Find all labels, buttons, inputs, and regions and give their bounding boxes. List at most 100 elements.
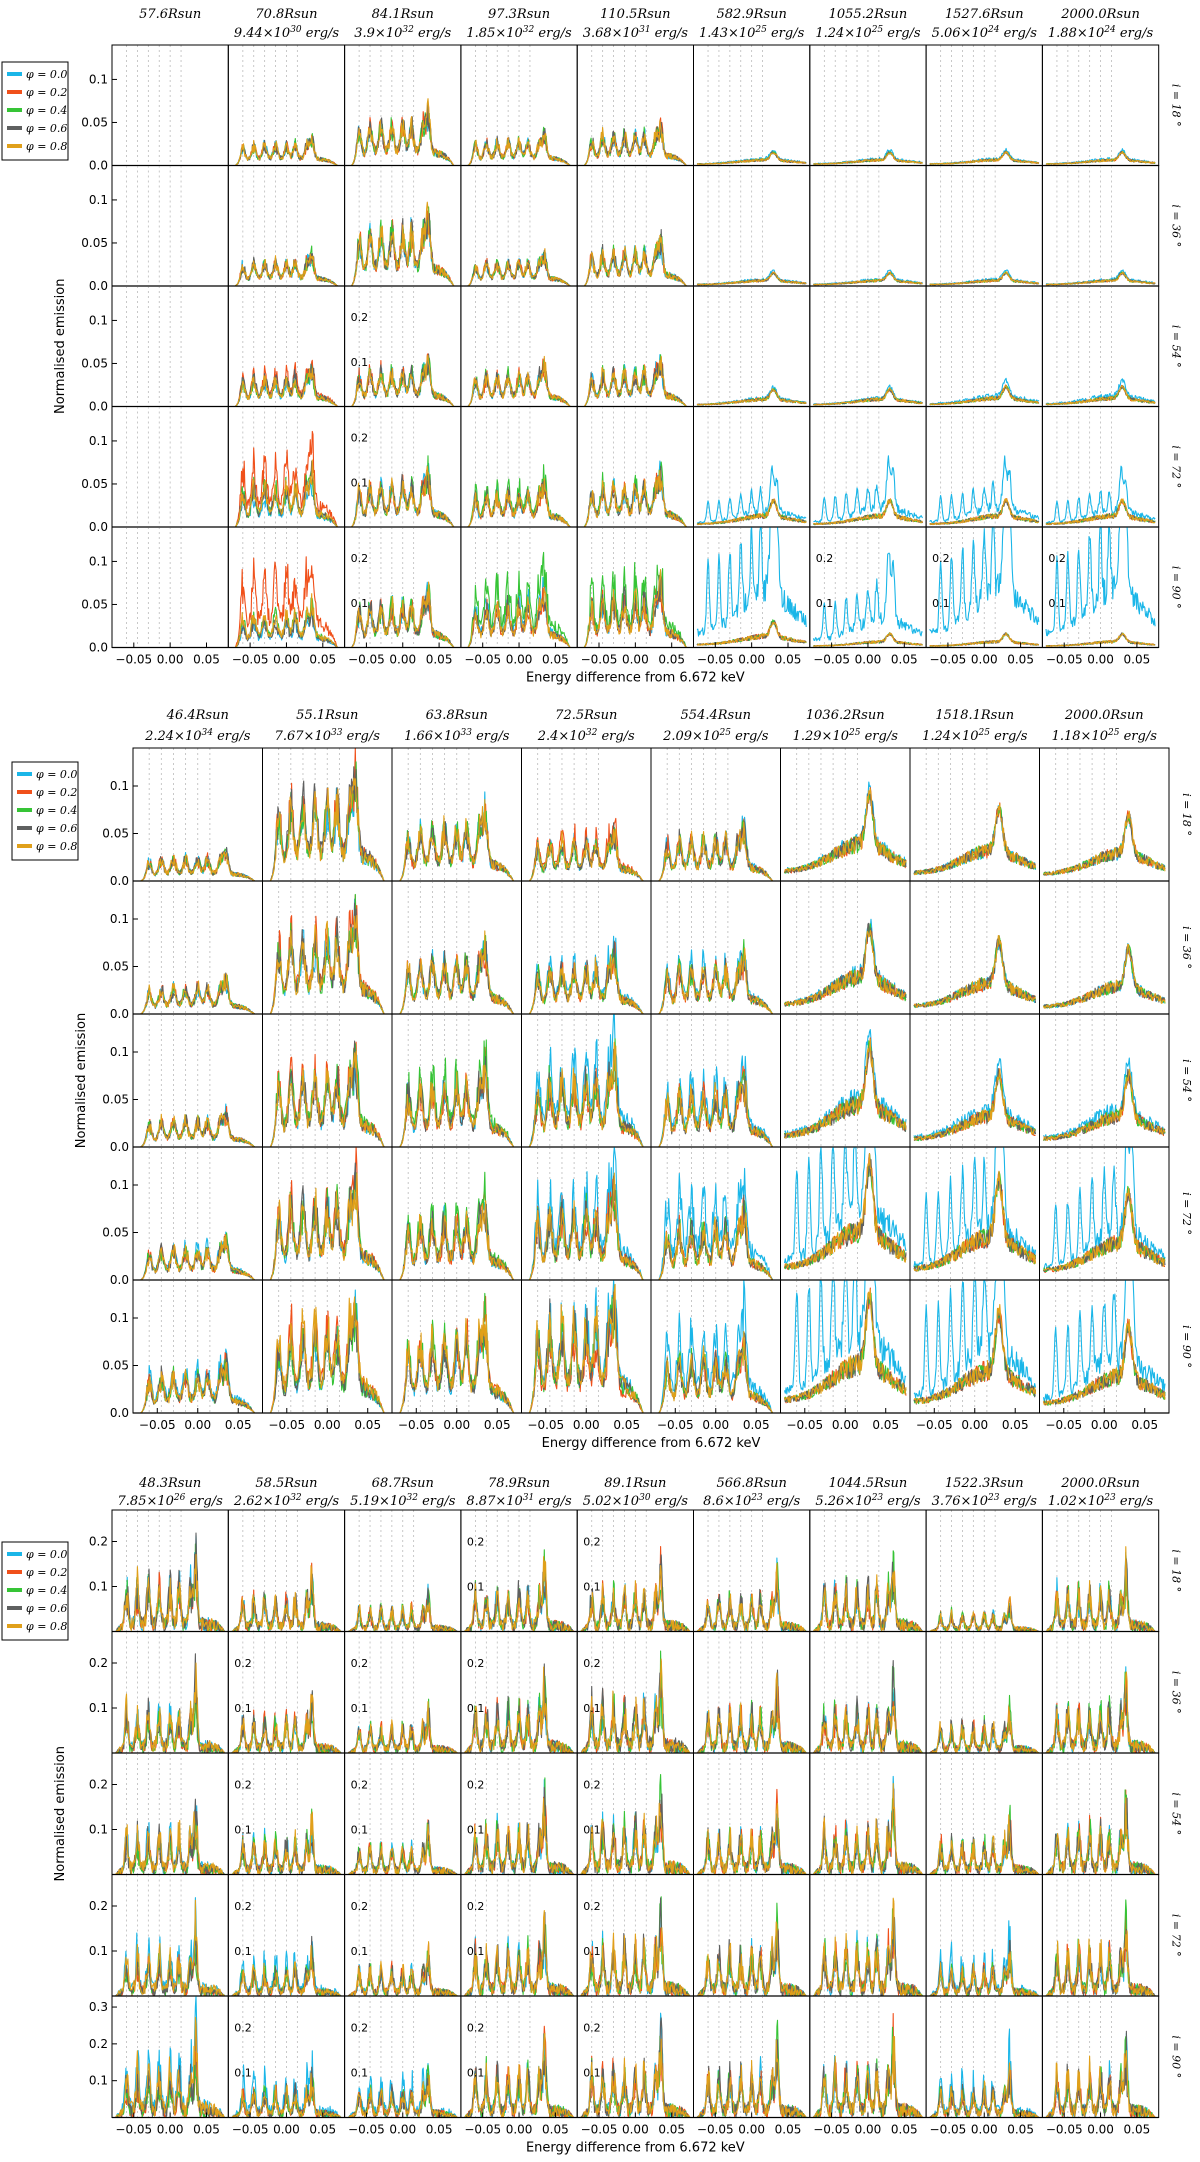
legend-label: φ = 0.4	[26, 1584, 67, 1597]
y-tick-label: 0.0	[110, 1406, 129, 1420]
series-line-phi-0	[812, 552, 923, 642]
series-line-phi-0	[115, 1995, 226, 2119]
inner-y-tick-label: 0.2	[583, 2022, 601, 2035]
y-tick-label: 0.0	[110, 1140, 129, 1154]
inner-y-tick-label: 0.1	[583, 1581, 601, 1594]
panel-r0-c4: 0.1 0.2	[576, 1509, 695, 1633]
x-tick-label: −0.05	[930, 653, 967, 667]
panel-group-1: 57.6Rsun 70.8Rsun 9.44×1030 erg/s 84.1Rsun 3…	[1, 7, 1183, 686]
panel-r1-c7	[925, 1631, 1043, 1754]
inner-y-tick-label: 0.2	[467, 1536, 485, 1549]
x-tick-label: 0.00	[389, 653, 416, 667]
series-line-phi-4	[697, 1921, 807, 1997]
panel-r2-c0: 0.0 0.05 0.1	[102, 1013, 263, 1154]
series-line-phi-4	[696, 1802, 807, 1875]
series-line-phi-4	[347, 1701, 458, 1754]
y-tick-label: 0.0	[110, 1007, 129, 1021]
series-line-phi-4	[696, 1562, 807, 1633]
x-tick-label: 0.05	[542, 653, 569, 667]
inner-y-tick-label: 0.1	[351, 597, 369, 610]
series-line-phi-4	[115, 1662, 226, 1754]
series-line-phi-4	[348, 1823, 458, 1876]
x-tick-label: 0.05	[1131, 1418, 1158, 1432]
panel-r2-c1	[262, 1013, 393, 1148]
series-line-phi-0	[696, 526, 807, 637]
y-tick-label: 0.1	[89, 72, 108, 86]
series-line-phi-4	[115, 1811, 225, 1876]
series-line-phi-1	[913, 1170, 1037, 1271]
inner-y-tick-label: 0.2	[234, 1900, 252, 1913]
y-tick-label: 0.1	[110, 1178, 129, 1192]
series-line-phi-4	[929, 498, 1040, 526]
legend-label: φ = 0.2	[26, 86, 67, 99]
column-title-luminosity: 8.6×1023 erg/s	[703, 1493, 800, 1509]
panel-r1-c8	[1041, 1631, 1160, 1754]
y-tick-label: 0.05	[81, 597, 108, 611]
inner-y-tick-label: 0.2	[467, 2022, 485, 2035]
series-line-phi-3	[115, 1532, 225, 1633]
panel-r2-c7	[925, 1752, 1043, 1876]
series-line-phi-4	[348, 98, 458, 167]
panel-r1-c3	[521, 880, 652, 1015]
x-tick-label: 0.05	[613, 1418, 640, 1432]
panel-r1-c7	[925, 165, 1043, 287]
row-label-inclination: i = 72 °	[1180, 1192, 1193, 1235]
series-line-phi-4	[396, 1200, 518, 1281]
panel-r3-c2: 0.1 0.2	[344, 1874, 462, 1997]
row-label-inclination: i = 54 °	[1170, 1792, 1183, 1835]
panel-r3-c5	[693, 1874, 811, 1997]
series-line-phi-4	[696, 388, 807, 406]
series-line-phi-2	[913, 1170, 1037, 1272]
y-tick-label: 0.1	[110, 1311, 129, 1325]
panel-r2-c5	[693, 285, 811, 408]
legend: φ = 0.0 φ = 0.2 φ = 0.4 φ = 0.6 φ = 0.8	[1, 61, 69, 161]
series-line-phi-0	[525, 1013, 647, 1148]
panel-r4-c5: −0.05 0.00 0.05	[780, 1279, 911, 1432]
panel-r3-c0: 0.0 0.05 0.1	[102, 1146, 263, 1287]
inner-y-tick-label: 0.2	[351, 1657, 369, 1670]
x-tick-label: 0.00	[738, 2123, 765, 2137]
series-line-phi-4	[1042, 1068, 1166, 1142]
x-tick-label: 0.00	[855, 653, 882, 667]
inner-y-tick-label: 0.2	[351, 552, 369, 565]
column-title-radius: 72.5Rsun	[555, 708, 617, 723]
series-line-phi-2	[396, 810, 518, 882]
panel-r4-c8: −0.05 0.00 0.05	[1041, 1995, 1160, 2137]
series-line-phi-4	[813, 1705, 923, 1754]
panel-r0-c2	[344, 44, 462, 167]
panel-r3-c4	[650, 1146, 781, 1281]
series-line-phi-4	[348, 201, 458, 287]
series-line-phi-4	[580, 234, 690, 287]
column-title-radius: 46.4Rsun	[166, 708, 229, 723]
column-title-luminosity: 1.18×1025 erg/s	[1052, 728, 1158, 744]
inner-y-tick-label: 0.2	[234, 2022, 252, 2035]
series-line-phi-3	[525, 822, 647, 882]
column-title-luminosity: 1.02×1023 erg/s	[1048, 1493, 1154, 1509]
panel-r0-c4	[576, 44, 695, 167]
series-line-phi-4	[913, 803, 1037, 876]
series-line-phi-4	[266, 1296, 388, 1414]
x-tick-label: 0.05	[309, 653, 336, 667]
series-line-phi-4	[231, 1694, 342, 1754]
series-line-phi-4	[1042, 943, 1166, 1009]
inner-y-tick-label: 0.1	[467, 1702, 485, 1715]
legend-label: φ = 0.6	[26, 1602, 67, 1615]
series-line-phi-3	[1043, 1188, 1166, 1273]
row-label-inclination: i = 18 °	[1180, 793, 1193, 836]
panel-r1-c3	[460, 165, 578, 287]
x-tick-label: −0.05	[697, 2123, 734, 2137]
panel-r4-c6: −0.05 0.00 0.05	[809, 1995, 927, 2137]
column-title-radius: 1518.1Rsun	[935, 708, 1014, 723]
panel-r4-c3: −0.05 0.00 0.05	[521, 1279, 652, 1432]
series-line-phi-4	[929, 1706, 1040, 1754]
legend-label: φ = 0.2	[36, 786, 77, 799]
x-tick-label: 0.05	[225, 1418, 252, 1432]
x-tick-label: 0.00	[961, 1418, 988, 1432]
panel-r0-c5	[693, 44, 811, 167]
column-title-luminosity: 1.88×1024 erg/s	[1048, 25, 1154, 41]
panel-r0-c5	[693, 1509, 811, 1633]
panel-r0-c7	[925, 1509, 1043, 1633]
x-tick-label: 0.05	[542, 2123, 569, 2137]
series-line-phi-4	[655, 947, 777, 1015]
panel-r3-c1	[262, 1146, 393, 1281]
